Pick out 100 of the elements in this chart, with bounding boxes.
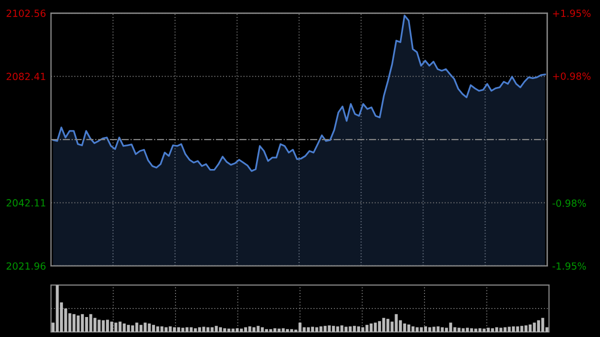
bar [265,329,268,332]
bar [80,314,84,332]
bar [512,326,515,332]
bar [352,326,356,332]
bar [244,327,248,332]
bar [273,328,276,332]
bar [102,320,105,332]
bar [407,324,410,332]
bar [206,327,210,332]
bar [344,326,348,332]
bar [328,325,331,332]
bar [181,328,184,332]
bar [482,328,486,332]
bar [386,318,390,332]
bar [198,327,202,332]
bar [436,326,440,332]
bar [286,329,289,332]
bar [440,327,444,332]
y-tick-label: 2021.96 [6,262,46,270]
bar [449,322,452,332]
bar [340,325,344,332]
bar [93,318,96,332]
bar [194,328,197,332]
bar [172,327,176,332]
bar [466,328,469,332]
bar [504,327,507,332]
bar [365,324,368,332]
bar [420,327,423,332]
y2-tick-label: +1.95% [553,10,591,17]
bar [311,326,314,332]
bar [486,328,490,332]
bar [324,326,327,332]
bar [374,322,377,332]
y-tick-label: 2082.41 [6,72,46,80]
bar [152,324,155,332]
bar [106,320,109,332]
bar [210,327,214,332]
bar [332,326,335,332]
bar [148,324,151,332]
bar [462,328,465,332]
bar [378,321,381,332]
bar [528,324,532,332]
bar [256,326,260,332]
bar [240,328,243,332]
bar [227,328,230,332]
bar [524,325,528,332]
bar [252,327,256,332]
bar [269,329,272,332]
bar [114,322,118,332]
bar [382,318,386,332]
bar [403,324,406,332]
y-tick-label: 2102.56 [6,10,46,17]
bar [118,322,122,332]
bar [135,322,138,332]
bar [219,327,222,332]
y2-tick-label: -0.98% [552,200,586,207]
bar [478,328,482,332]
bar [214,326,218,332]
bar [72,314,76,332]
bar [520,326,524,332]
bar [370,324,373,332]
bar [432,326,436,332]
bar [532,322,536,332]
bar [164,327,168,332]
bar [190,327,193,332]
bar [236,328,239,332]
bar [357,326,360,332]
bar [412,326,414,332]
bar [278,328,281,332]
bar [160,326,164,332]
bar [144,322,147,332]
bar [336,326,340,332]
bar [76,316,80,332]
bar [223,328,226,332]
bar [319,326,322,332]
bar [499,328,502,332]
bar [98,320,101,332]
bar [85,316,88,332]
bar [491,328,494,332]
bar [282,328,285,332]
bar [126,324,130,332]
bar [177,327,180,332]
y-tick-label: 2042.11 [6,199,46,207]
bar [306,327,310,332]
bar [260,327,264,332]
y2-tick-label: -1.95% [552,262,586,270]
bar [232,328,235,332]
bar [495,327,498,332]
y2-tick-label: +0.98% [553,72,591,80]
bar [458,328,460,332]
bar [516,326,520,332]
bar [474,328,478,332]
bar [470,328,474,332]
bar [156,326,160,332]
bar [424,326,428,332]
bar [298,322,302,332]
bar [110,322,114,332]
bar [537,320,540,332]
bar [416,327,419,332]
bar [290,329,294,332]
